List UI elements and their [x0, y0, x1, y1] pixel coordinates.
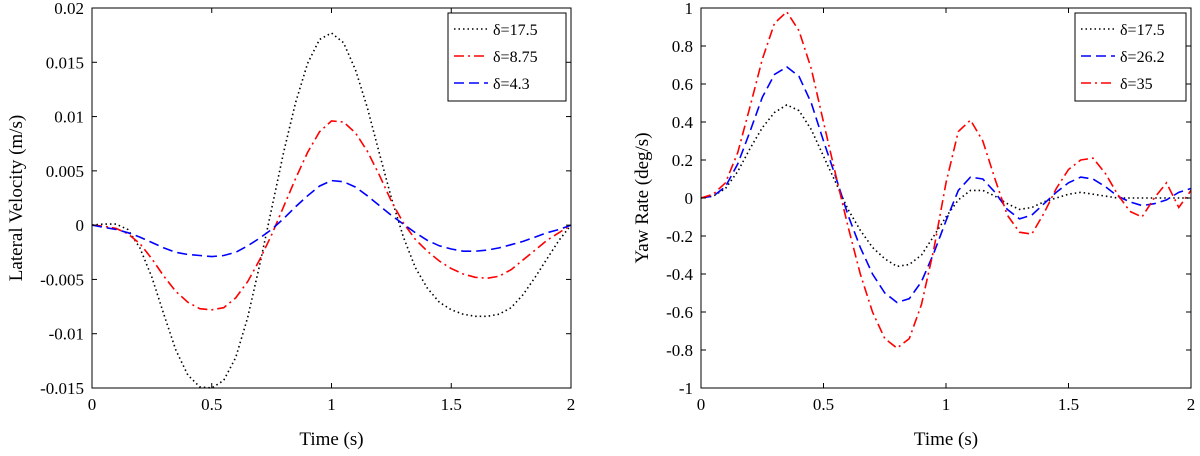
y-tick-label: -0.015 — [40, 379, 84, 398]
y-tick-label: -0.6 — [666, 303, 693, 322]
y-tick-label: -1 — [679, 379, 693, 398]
lateral-velocity-chart: 0 0.5 1 1.5 2 -0.015 -0.01 -0.005 0 0.005 0.01 0.01… — [6, 0, 575, 450]
x-tick-label: 1.5 — [1058, 395, 1079, 414]
y-tick-label: 0 — [685, 189, 694, 208]
series-line-2 — [91, 179, 572, 258]
legend-label: δ=26.2 — [1120, 49, 1165, 66]
y-tick-label: 0.005 — [46, 162, 84, 181]
y-tick-label: 0.6 — [672, 75, 693, 94]
y-tick-label: 0.4 — [672, 113, 694, 132]
y-axis-label: Yaw Rate (deg/s) — [632, 132, 653, 263]
x-axis-label: Time (s) — [914, 429, 978, 450]
x-tick-label: 2 — [567, 395, 576, 414]
series-line-2 — [700, 10, 1192, 350]
y-tick-label: -0.005 — [40, 270, 84, 289]
x-tick-label: 0 — [88, 395, 97, 414]
y-tick-label: 0 — [76, 216, 85, 235]
y-tick-label: -0.8 — [666, 341, 693, 360]
legend-box — [1074, 12, 1187, 102]
series-line-1 — [700, 65, 1192, 304]
x-tick-label: 1 — [942, 395, 951, 414]
y-tick-label: 0.015 — [46, 53, 84, 72]
yaw-rate-chart: 0 0.5 1 1.5 2 -1 -0.8 -0.6 -0.4 -0.2 0 0.2 0.4 0.6 0.8… — [632, 0, 1195, 450]
x-tick-label: 0 — [697, 395, 706, 414]
series-line-0 — [700, 103, 1191, 268]
legend-label: δ=17.5 — [1120, 22, 1165, 39]
y-tick-label: 0.8 — [672, 37, 693, 56]
x-tick-label: 0.5 — [813, 395, 834, 414]
legend-label: δ=4.3 — [493, 76, 530, 93]
legend: δ=17.5 δ=8.75 δ=4.3 — [447, 12, 567, 102]
x-tick-label: 2 — [1187, 395, 1196, 414]
legend-box — [447, 12, 567, 102]
legend-label: δ=8.75 — [493, 49, 538, 66]
y-tick-label: 0.02 — [54, 0, 84, 18]
y-tick-label: -0.4 — [666, 265, 693, 284]
y-axis-label: Lateral Velocity (m/s) — [6, 115, 27, 281]
x-tick-label: 0.5 — [201, 395, 222, 414]
y-tick-label: 0.01 — [54, 108, 84, 127]
x-axis-label: Time (s) — [299, 429, 363, 450]
legend: δ=17.5 δ=26.2 δ=35 — [1074, 12, 1187, 102]
x-tick-label: 1.5 — [441, 395, 462, 414]
y-tick-label: 1 — [685, 0, 694, 18]
y-tick-label: -0.2 — [666, 227, 693, 246]
y-tick-label: 0.2 — [672, 151, 693, 170]
y-tick-label: -0.01 — [49, 325, 84, 344]
x-tick-label: 1 — [327, 395, 336, 414]
legend-label: δ=17.5 — [493, 22, 538, 39]
series-line-1 — [91, 120, 572, 311]
legend-label: δ=35 — [1120, 76, 1153, 93]
